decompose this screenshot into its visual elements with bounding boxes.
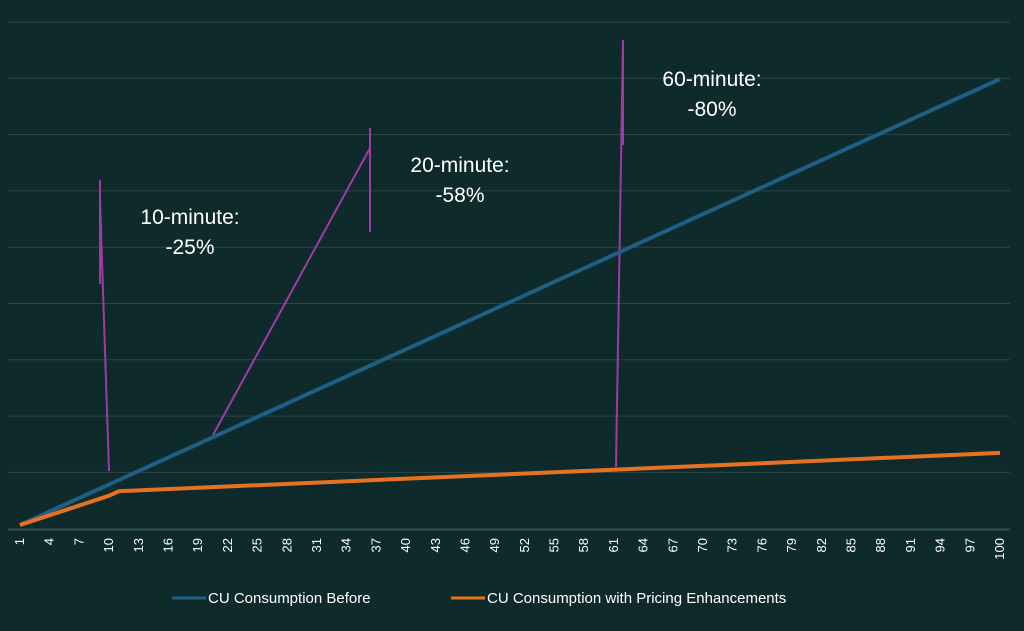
x-tick-label: 70 <box>695 538 710 552</box>
x-tick-label: 100 <box>992 538 1007 560</box>
pointer-20-minute <box>212 128 371 436</box>
x-tick-label: 31 <box>309 538 324 552</box>
x-tick-label: 4 <box>42 538 57 545</box>
x-tick-label: 67 <box>665 538 680 552</box>
x-tick-label: 49 <box>487 538 502 552</box>
x-tick-label: 46 <box>457 538 472 552</box>
x-tick-label: 10 <box>101 538 116 552</box>
legend-label-with-enhancements: CU Consumption with Pricing Enhancements <box>487 590 786 607</box>
annotation-60-minute-value: -80% <box>687 98 736 121</box>
x-tick-label: 55 <box>547 538 562 552</box>
x-tick-label: 91 <box>903 538 918 552</box>
pointer-10-minute <box>99 180 110 472</box>
annotation-20-minute: 20-minute: -58% <box>410 154 509 207</box>
x-tick-label: 13 <box>131 538 146 552</box>
annotation-10-minute-value: -25% <box>165 236 214 259</box>
series-line-with-enhancements <box>19 450 1001 527</box>
x-tick-label: 52 <box>517 538 532 552</box>
x-tick-label: 19 <box>190 538 205 552</box>
x-tick-label: 76 <box>754 538 769 552</box>
annotation-pointers <box>99 39 624 472</box>
x-tick-label: 16 <box>160 538 175 552</box>
x-tick-label: 85 <box>844 538 859 552</box>
x-tick-label: 37 <box>368 538 383 552</box>
x-tick-label: 61 <box>606 538 621 552</box>
x-tick-label: 25 <box>250 538 265 552</box>
series-lines <box>19 77 1001 527</box>
x-tick-label: 34 <box>339 538 354 552</box>
series-line-before <box>19 77 1001 527</box>
x-tick-label: 1 <box>12 538 27 545</box>
x-axis-ticks: 1 4 7 10 13 16 19 22 25 28 31 34 37 40 43 46 49 52 55 58 61 6… <box>12 538 1007 560</box>
legend: CU Consumption Before CU Consumption wit… <box>172 590 786 607</box>
x-tick-label: 43 <box>428 538 443 552</box>
x-tick-label: 22 <box>220 538 235 552</box>
annotation-60-minute: 60-minute: -80% <box>662 68 761 121</box>
annotation-10-minute-label: 10-minute: <box>140 206 239 229</box>
annotation-20-minute-label: 20-minute: <box>410 154 509 177</box>
x-tick-label: 7 <box>71 538 86 545</box>
annotation-60-minute-label: 60-minute: <box>662 68 761 91</box>
x-tick-label: 73 <box>725 538 740 552</box>
x-tick-label: 58 <box>576 538 591 552</box>
x-tick-label: 28 <box>279 538 294 552</box>
x-tick-label: 97 <box>962 538 977 552</box>
x-tick-label: 40 <box>398 538 413 552</box>
annotation-20-minute-value: -58% <box>435 184 484 207</box>
x-tick-label: 64 <box>636 538 651 552</box>
x-tick-label: 79 <box>784 538 799 552</box>
legend-label-before: CU Consumption Before <box>208 590 371 607</box>
x-tick-label: 82 <box>814 538 829 552</box>
x-tick-label: 94 <box>933 538 948 552</box>
x-tick-label: 88 <box>873 538 888 552</box>
annotation-10-minute: 10-minute: -25% <box>140 206 239 259</box>
